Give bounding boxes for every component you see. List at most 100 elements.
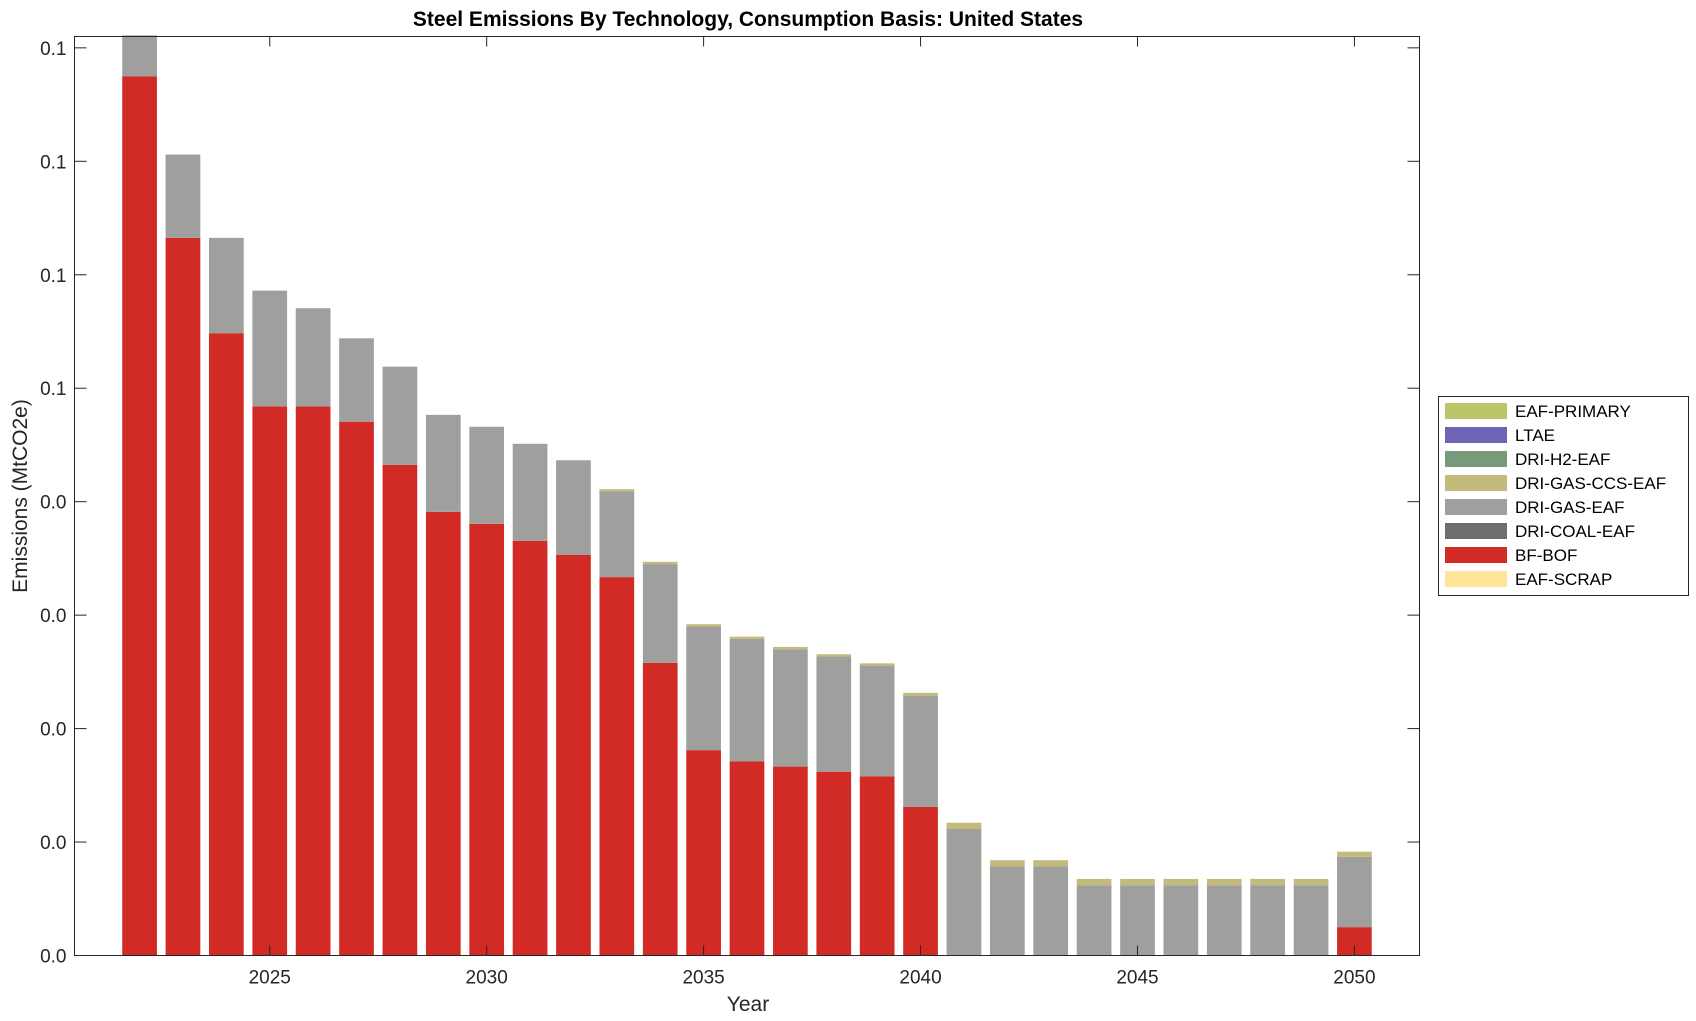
x-axis-label: Year bbox=[727, 993, 769, 1016]
y-tick-label: 0.0 bbox=[40, 606, 66, 627]
bar-dri-gas-ccs-eaf-2038 bbox=[816, 654, 852, 657]
x-tick-label: 2035 bbox=[682, 968, 724, 989]
ticks-layer: 2025 2030 2035 2040 2045 2050 0.0 0.0 0.0 0.0 0.0 0… bbox=[40, 36, 1420, 989]
bar-dri-gas-eaf-2037 bbox=[773, 649, 808, 767]
x-tick-label: 2045 bbox=[1116, 968, 1158, 989]
bar-dri-gas-eaf-2027 bbox=[339, 338, 374, 422]
legend-swatch-dri-gas-ccs-eaf bbox=[1445, 475, 1507, 491]
bar-dri-gas-ccs-eaf-2033 bbox=[599, 489, 635, 492]
bar-dri-gas-eaf-2043 bbox=[1033, 866, 1069, 956]
bar-dri-gas-eaf-2026 bbox=[295, 308, 331, 407]
bar-bf-bof-2034 bbox=[642, 662, 678, 956]
bar-dri-gas-ccs-eaf-2043 bbox=[1033, 860, 1069, 867]
legend-label-dri-gas-ccs-eaf: DRI-GAS-CCS-EAF bbox=[1515, 474, 1666, 493]
bar-dri-gas-ccs-eaf-2044 bbox=[1076, 878, 1112, 886]
bar-bf-bof-2035 bbox=[686, 750, 721, 956]
bar-bf-bof-2033 bbox=[599, 577, 635, 956]
bar-dri-gas-eaf-2030 bbox=[469, 426, 505, 524]
bar-dri-gas-ccs-eaf-2034 bbox=[642, 561, 678, 565]
x-tick-label: 2050 bbox=[1333, 968, 1375, 989]
bar-dri-gas-eaf-2028 bbox=[382, 366, 418, 465]
bar-dri-gas-eaf-2045 bbox=[1120, 885, 1155, 956]
legend: EAF-PRIMARY LTAE DRI-H2-EAF DRI-GAS-CCS-EAF… bbox=[1438, 396, 1689, 596]
bar-bf-bof-2030 bbox=[469, 523, 505, 956]
bar-bf-bof-2037 bbox=[773, 766, 808, 956]
bar-dri-gas-eaf-2029 bbox=[425, 414, 461, 512]
bar-bf-bof-2028 bbox=[382, 464, 418, 956]
bar-dri-gas-eaf-2035 bbox=[686, 626, 721, 751]
bar-bf-bof-2023 bbox=[165, 237, 201, 956]
y-tick-label: 0.0 bbox=[40, 720, 66, 741]
bar-dri-gas-eaf-2024 bbox=[209, 237, 244, 334]
bar-dri-gas-eaf-2023 bbox=[165, 154, 201, 238]
bar-dri-gas-eaf-2047 bbox=[1206, 885, 1242, 956]
bar-dri-gas-eaf-2040 bbox=[903, 695, 938, 807]
bar-bf-bof-2025 bbox=[252, 406, 288, 956]
bar-dri-gas-ccs-eaf-2048 bbox=[1250, 878, 1285, 886]
bar-bf-bof-2036 bbox=[729, 761, 765, 956]
bar-dri-gas-eaf-2033 bbox=[599, 491, 635, 578]
bar-dri-gas-ccs-eaf-2037 bbox=[773, 646, 808, 650]
legend-swatch-ltae bbox=[1445, 427, 1507, 443]
bars-layer bbox=[122, 35, 1372, 956]
bar-dri-gas-eaf-2031 bbox=[512, 443, 548, 541]
y-tick-label: 0.1 bbox=[40, 39, 66, 60]
bar-bf-bof-2031 bbox=[512, 540, 548, 956]
bar-bf-bof-2040 bbox=[903, 806, 938, 956]
bar-bf-bof-2029 bbox=[425, 511, 461, 956]
legend-label-ltae: LTAE bbox=[1515, 426, 1555, 445]
legend-label-dri-gas-eaf: DRI-GAS-EAF bbox=[1515, 498, 1625, 517]
bar-dri-gas-eaf-2039 bbox=[859, 665, 895, 777]
bar-bf-bof-2039 bbox=[859, 776, 895, 956]
bar-bf-bof-2032 bbox=[556, 555, 591, 956]
y-tick-label: 0.0 bbox=[40, 947, 66, 968]
legend-label-eaf-scrap: EAF-SCRAP bbox=[1515, 570, 1612, 589]
legend-swatch-dri-gas-eaf bbox=[1445, 499, 1507, 515]
bar-dri-gas-ccs-eaf-2045 bbox=[1120, 878, 1155, 886]
bar-dri-gas-eaf-2041 bbox=[946, 829, 982, 956]
bar-bf-bof-2026 bbox=[295, 406, 331, 956]
legend-swatch-dri-h2-eaf bbox=[1445, 451, 1507, 467]
bar-dri-gas-eaf-2032 bbox=[556, 460, 591, 555]
bar-dri-gas-eaf-2038 bbox=[816, 656, 852, 772]
bar-dri-gas-eaf-2036 bbox=[729, 638, 765, 762]
bar-dri-gas-ccs-eaf-2041 bbox=[946, 822, 982, 829]
bar-dri-gas-ccs-eaf-2040 bbox=[903, 692, 938, 696]
legend-swatch-eaf-scrap bbox=[1445, 571, 1507, 587]
bar-dri-gas-ccs-eaf-2036 bbox=[729, 636, 765, 639]
legend-swatch-eaf-primary bbox=[1445, 403, 1507, 419]
legend-label-bf-bof: BF-BOF bbox=[1515, 546, 1577, 565]
legend-box bbox=[1438, 396, 1689, 596]
y-tick-label: 0.1 bbox=[40, 152, 66, 173]
y-tick-label: 0.1 bbox=[40, 379, 66, 400]
x-tick-label: 2025 bbox=[249, 968, 291, 989]
legend-label-dri-h2-eaf: DRI-H2-EAF bbox=[1515, 450, 1610, 469]
legend-swatch-bf-bof bbox=[1445, 547, 1507, 563]
legend-swatch-dri-coal-eaf bbox=[1445, 523, 1507, 539]
y-tick-label: 0.0 bbox=[40, 833, 66, 854]
bar-dri-gas-eaf-2048 bbox=[1250, 885, 1285, 956]
legend-label-dri-coal-eaf: DRI-COAL-EAF bbox=[1515, 522, 1635, 541]
bar-dri-gas-eaf-2046 bbox=[1163, 885, 1199, 956]
chart-title: Steel Emissions By Technology, Consumpti… bbox=[413, 8, 1083, 31]
bar-dri-gas-ccs-eaf-2049 bbox=[1293, 878, 1329, 886]
bar-dri-gas-eaf-2022 bbox=[122, 35, 157, 77]
bar-dri-gas-ccs-eaf-2047 bbox=[1206, 878, 1242, 886]
bar-dri-gas-eaf-2049 bbox=[1293, 885, 1329, 956]
legend-label-eaf-primary: EAF-PRIMARY bbox=[1515, 402, 1631, 421]
x-tick-label: 2030 bbox=[466, 968, 508, 989]
bar-dri-gas-ccs-eaf-2035 bbox=[686, 624, 721, 627]
bar-bf-bof-2024 bbox=[209, 333, 244, 956]
bar-dri-gas-ccs-eaf-2046 bbox=[1163, 878, 1199, 886]
bar-bf-bof-2027 bbox=[339, 421, 374, 956]
bar-dri-gas-eaf-2025 bbox=[252, 290, 288, 407]
bar-dri-gas-ccs-eaf-2039 bbox=[859, 663, 895, 666]
bar-dri-gas-eaf-2034 bbox=[642, 564, 678, 663]
bar-dri-gas-eaf-2050 bbox=[1337, 856, 1372, 928]
bar-dri-gas-eaf-2044 bbox=[1076, 885, 1112, 956]
y-tick-label: 0.0 bbox=[40, 493, 66, 514]
bar-dri-gas-ccs-eaf-2050 bbox=[1337, 851, 1372, 857]
bar-dri-gas-ccs-eaf-2042 bbox=[989, 860, 1025, 867]
y-tick-label: 0.1 bbox=[40, 266, 66, 287]
